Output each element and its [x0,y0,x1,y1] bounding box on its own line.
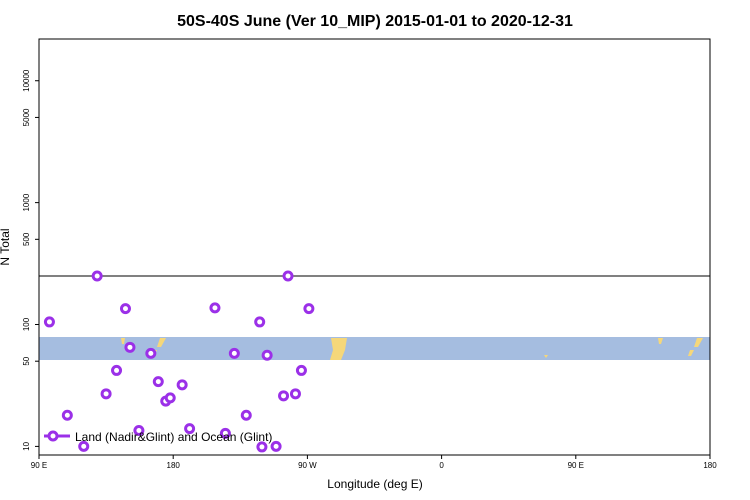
data-point [270,440,282,452]
data-point [278,390,290,402]
y-tick-label: 1000 [22,193,31,211]
data-point [209,302,221,314]
y-tick-label: 10000 [22,69,31,92]
x-axis-label: Longitude (deg E) [327,477,422,491]
data-point [78,440,90,452]
land-patch [157,338,166,347]
data-point [164,392,176,404]
data-point [176,379,188,391]
land-patches [121,338,703,360]
y-tick-label: 10 [22,441,31,450]
land-patch [688,350,694,356]
data-point [100,388,112,400]
land-patch [121,338,125,344]
data-point [133,425,145,437]
data-point [261,349,273,361]
land-patch [330,338,347,360]
plot-frame [38,38,711,456]
land-patch [694,338,703,347]
y-tick-label: 5000 [22,108,31,126]
chart-title: 50S-40S June (Ver 10_MIP) 2015-01-01 to … [177,13,573,30]
y-tick-label: 500 [22,232,31,246]
data-point [111,364,123,376]
x-axis-ticks: 90 E 180 90 W 0 90 E 180 [31,455,717,470]
data-point [119,303,131,315]
x-tick-label: 180 [167,461,181,470]
y-tick-label: 50 [22,356,31,365]
y-axis-label: N Total [0,228,12,265]
data-point [295,364,307,376]
data-point [124,341,136,353]
data-point [91,270,103,282]
data-point [303,303,315,315]
x-tick-label: 90 E [31,461,47,470]
data-point [289,388,301,400]
land-patch [658,338,663,344]
data-point [228,347,240,359]
data-point [254,316,266,328]
data-point [282,270,294,282]
data-point [184,423,196,435]
legend-entry: Land (Nadir&Glint) and Ocean (Glint) [75,430,272,444]
land-patch [544,355,548,358]
data-point [219,427,231,439]
x-tick-label: 0 [439,461,444,470]
data-point [152,376,164,388]
data-point [256,441,268,453]
data-point [43,316,55,328]
y-tick-label: 100 [22,317,31,331]
plot-background [39,337,710,360]
data-points [43,270,315,453]
y-axis-ticks: 10 50 100 500 1000 5000 10000 [22,69,39,451]
x-tick-label: 90 E [568,461,584,470]
x-tick-label: 180 [703,461,717,470]
legend: Land (Nadir&Glint) and Ocean (Glint) [44,430,272,444]
x-tick-label: 90 W [298,461,317,470]
legend-swatch-marker [47,430,59,442]
data-point [240,409,252,421]
data-point [145,347,157,359]
ocean-band [39,337,710,360]
data-point [61,409,73,421]
